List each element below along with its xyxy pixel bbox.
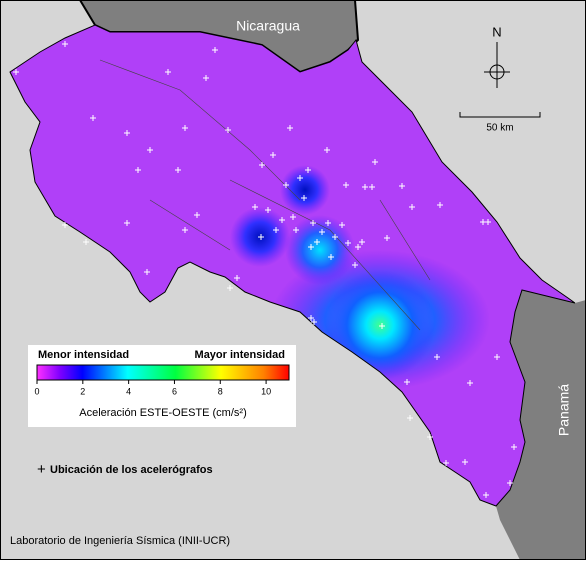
station-marker (165, 69, 171, 75)
station-marker (310, 220, 316, 226)
station-marker (273, 227, 279, 233)
colorbar-tick-label: 0 (34, 386, 39, 396)
station-marker (212, 47, 218, 53)
colorbar-tick-label: 2 (80, 386, 85, 396)
station-marker (83, 239, 89, 245)
station-marker (384, 235, 390, 241)
intensity-zone (280, 165, 330, 215)
station-marker (467, 380, 473, 386)
colorbar-tick-label: 10 (261, 386, 271, 396)
station-marker (293, 227, 299, 233)
station-marker (124, 220, 130, 226)
station-marker (124, 130, 130, 136)
station-marker (308, 315, 314, 321)
station-marker (494, 354, 500, 360)
station-marker (332, 234, 338, 240)
station-marker (227, 285, 233, 291)
station-marker (270, 152, 276, 158)
station-marker (182, 125, 188, 131)
colorbar-max-label: Mayor intensidad (195, 349, 285, 361)
station-marker (345, 240, 351, 246)
station-marker (301, 195, 307, 201)
station-marker (362, 184, 368, 190)
station-marker (194, 212, 200, 218)
station-marker (62, 222, 68, 228)
station-marker (324, 147, 330, 153)
station-marker (339, 222, 345, 228)
station-marker (290, 214, 296, 220)
station-marker (144, 269, 150, 275)
intensity-zone (285, 215, 355, 285)
colorbar-tick-label: 8 (218, 386, 223, 396)
scale-bar (459, 112, 541, 118)
station-marker (352, 262, 358, 268)
legend-box (28, 345, 296, 427)
province-lines (99, 59, 431, 331)
credit: Laboratorio de Ingeniería Sísmica (INII-… (10, 535, 230, 547)
colorbar-tick-label: 6 (172, 386, 177, 396)
station-marker (305, 167, 311, 173)
station-marker (182, 227, 188, 233)
country-label: Panamá (556, 384, 572, 436)
colorbar (36, 364, 290, 381)
station-marker (404, 379, 410, 385)
station-marker (135, 167, 141, 173)
station-marker (175, 167, 181, 173)
station-marker (511, 444, 517, 450)
station-marker (372, 159, 378, 165)
station-marker (297, 175, 303, 181)
station-marker (279, 217, 285, 223)
station-marker (407, 415, 413, 421)
station-marker (147, 147, 153, 153)
legend-marker: + (37, 461, 46, 478)
station-marker (265, 207, 271, 213)
station-marker (379, 323, 385, 329)
station-marker (437, 202, 443, 208)
station-marker (443, 460, 449, 466)
station-marker (13, 69, 19, 75)
station-marker (328, 254, 334, 260)
station-marker (485, 219, 491, 225)
station-marker (90, 115, 96, 121)
north-arrow (484, 42, 510, 88)
station-marker (308, 244, 314, 250)
station-marker (359, 239, 365, 245)
station-marker (343, 182, 349, 188)
station-marker (369, 184, 375, 190)
station-marker (62, 41, 68, 47)
colorbar-min-label: Menor intensidad (38, 349, 129, 361)
station-marker (252, 204, 258, 210)
panama-land (496, 290, 586, 560)
station-marker (234, 275, 240, 281)
station-marker (258, 234, 264, 240)
credit-box (4, 530, 256, 552)
station-marker (319, 229, 325, 235)
station-marker (399, 183, 405, 189)
scale-label: 50 km (486, 123, 513, 134)
country-label: Nicaragua (236, 18, 300, 34)
colorbar-tick-label: 4 (126, 386, 131, 396)
station-marker (507, 480, 513, 486)
station-marker (203, 75, 209, 81)
legend-label: Ubicación de los acelerógrafos (50, 464, 213, 476)
station-marker (355, 244, 361, 250)
station-marker (325, 220, 331, 226)
station-marker (259, 162, 265, 168)
station-marker (462, 459, 468, 465)
north-label: N (492, 24, 501, 39)
station-marker (314, 239, 320, 245)
station-marker (311, 319, 317, 325)
station-marker (283, 182, 289, 188)
station-marker (483, 492, 489, 498)
station-marker (225, 127, 231, 133)
station-marker (287, 125, 293, 131)
station-marker (434, 354, 440, 360)
station-marker (409, 204, 415, 210)
station-marker (427, 434, 433, 440)
colorbar-title: Aceleración ESTE-OESTE (cm/s²) (79, 407, 246, 419)
